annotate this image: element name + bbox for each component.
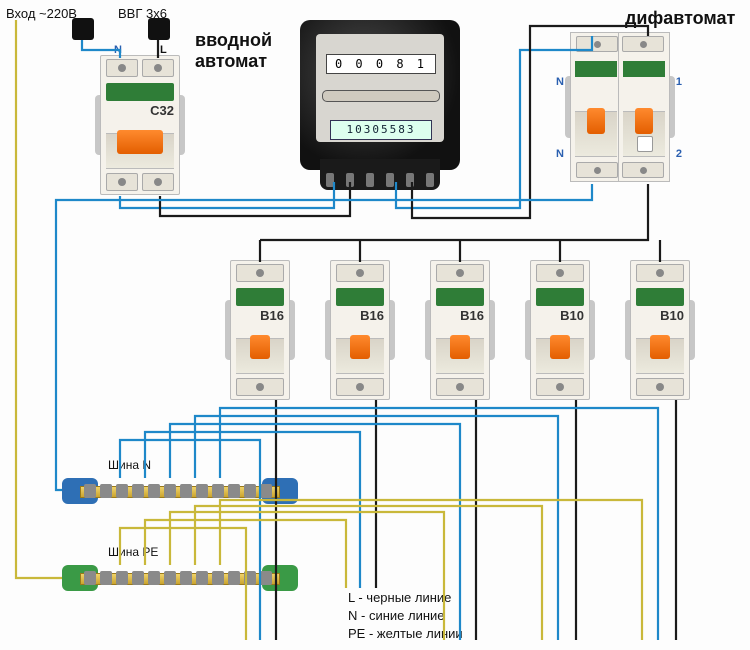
rcbo-term-2: 2	[676, 148, 682, 160]
breaker-4-rating: B10	[536, 308, 584, 323]
breaker-3: B16	[430, 260, 490, 400]
diagram-canvas: Вход ~220В ВВГ 3х6 вводной автомат дифав…	[0, 0, 750, 650]
terminal-n-in	[72, 18, 94, 40]
busbar-n	[80, 478, 280, 504]
breaker-2: B16	[330, 260, 390, 400]
rcbo: N 1 N 2	[570, 32, 670, 182]
breaker-1-rating: B16	[236, 308, 284, 323]
meter-register: 0 0 0 8 1	[326, 54, 436, 74]
breaker-1: B16	[230, 260, 290, 400]
label-rcbo: дифавтомат	[625, 8, 735, 29]
legend-l: L - черные линие	[348, 590, 451, 605]
label-bus-n: Шина N	[108, 458, 151, 472]
rcbo-n-bot: N	[556, 148, 564, 160]
rcbo-n-top: N	[556, 76, 564, 88]
breaker-5-rating: B10	[636, 308, 684, 323]
label-bus-pe: Шина PE	[108, 545, 158, 559]
busbar-pe	[80, 565, 280, 591]
main-breaker: C32	[100, 55, 180, 195]
main-breaker-rating: C32	[106, 103, 174, 118]
breaker-3-rating: B16	[436, 308, 484, 323]
rcbo-term-1: 1	[676, 76, 682, 88]
energy-meter: 0 0 0 8 1 10305583	[300, 20, 460, 190]
legend-pe: PE - желтые линии	[348, 626, 463, 641]
label-main-breaker: вводной автомат	[195, 30, 272, 72]
breaker-4: B10	[530, 260, 590, 400]
label-input: Вход ~220В	[6, 6, 77, 21]
meter-serial: 10305583	[330, 120, 432, 140]
terminal-l-in	[148, 18, 170, 40]
legend-n: N - синие линие	[348, 608, 445, 623]
breaker-5: B10	[630, 260, 690, 400]
breaker-2-rating: B16	[336, 308, 384, 323]
